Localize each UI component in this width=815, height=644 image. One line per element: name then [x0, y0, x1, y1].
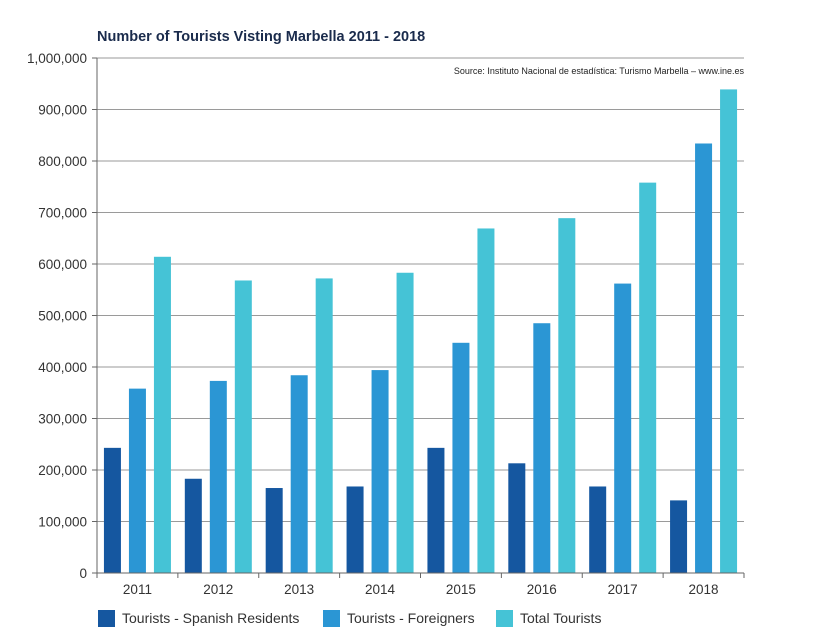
legend-swatch	[323, 610, 340, 627]
bar-total-tourists-2011	[153, 256, 171, 573]
bar-tourists-spanish-residents-2014	[346, 486, 364, 573]
bar-tourists-spanish-residents-2017	[589, 486, 607, 573]
bar-total-tourists-2014	[396, 272, 414, 573]
chart-title: Number of Tourists Visting Marbella 2011…	[97, 29, 426, 45]
y-tick-label: 400,000	[38, 360, 87, 375]
legend: Tourists - Spanish Residents Tourists - F…	[98, 610, 601, 627]
x-tick-label: 2012	[203, 582, 233, 597]
y-tick-label: 300,000	[38, 412, 87, 427]
bar-tourists-foreigners-2015	[452, 342, 470, 573]
y-tick-label: 0	[79, 566, 87, 581]
bar-tourists-spanish-residents-2018	[670, 500, 688, 573]
bar-total-tourists-2017	[639, 182, 657, 573]
y-tick-label: 100,000	[38, 515, 87, 530]
y-tick-label: 900,000	[38, 103, 87, 118]
x-tick-label: 2011	[123, 582, 152, 597]
bar-tourists-foreigners-2017	[614, 283, 632, 573]
bar-tourists-foreigners-2014	[371, 370, 389, 573]
bar-total-tourists-2015	[477, 228, 495, 573]
legend-label: Tourists - Foreigners	[347, 610, 475, 626]
x-tick-label: 2013	[284, 582, 314, 597]
x-tick-label: 2014	[365, 582, 396, 597]
axis-labels: 0 100,000 200,000 300,000 400,000 500,000 600,…	[27, 51, 719, 597]
legend-label: Total Tourists	[520, 610, 601, 626]
x-tick-label: 2017	[608, 582, 638, 597]
legend-swatch	[98, 610, 115, 627]
bar-tourists-foreigners-2018	[695, 143, 713, 574]
bar-total-tourists-2016	[558, 218, 576, 574]
source-note: Source: Instituto Nacional de estadístic…	[454, 66, 745, 76]
bar-tourists-foreigners-2012	[209, 380, 227, 573]
bar-tourists-foreigners-2013	[290, 375, 308, 573]
y-tick-label: 200,000	[38, 463, 87, 478]
bar-tourists-spanish-residents-2011	[103, 447, 121, 573]
x-tick-label: 2016	[527, 582, 557, 597]
y-tick-label: 600,000	[38, 257, 87, 272]
legend-swatch	[496, 610, 513, 627]
bar-tourists-foreigners-2011	[128, 388, 146, 573]
bar-tourists-spanish-residents-2012	[184, 478, 202, 573]
bar-total-tourists-2018	[720, 89, 738, 573]
bar-tourists-spanish-residents-2015	[427, 447, 445, 573]
axes	[92, 57, 745, 578]
gridlines	[97, 57, 744, 522]
bar-total-tourists-2013	[315, 278, 333, 573]
y-tick-label: 1,000,000	[27, 51, 87, 66]
bar-tourists-spanish-residents-2016	[508, 463, 526, 573]
bars	[103, 89, 738, 574]
y-tick-label: 500,000	[38, 309, 87, 324]
bar-total-tourists-2012	[234, 280, 252, 573]
bar-tourists-foreigners-2016	[533, 323, 551, 573]
legend-label: Tourists - Spanish Residents	[122, 610, 299, 626]
y-tick-label: 800,000	[38, 154, 87, 169]
bar-tourists-spanish-residents-2013	[265, 488, 283, 573]
x-tick-label: 2018	[689, 582, 719, 597]
x-tick-label: 2015	[446, 582, 476, 597]
y-tick-label: 700,000	[38, 206, 87, 221]
